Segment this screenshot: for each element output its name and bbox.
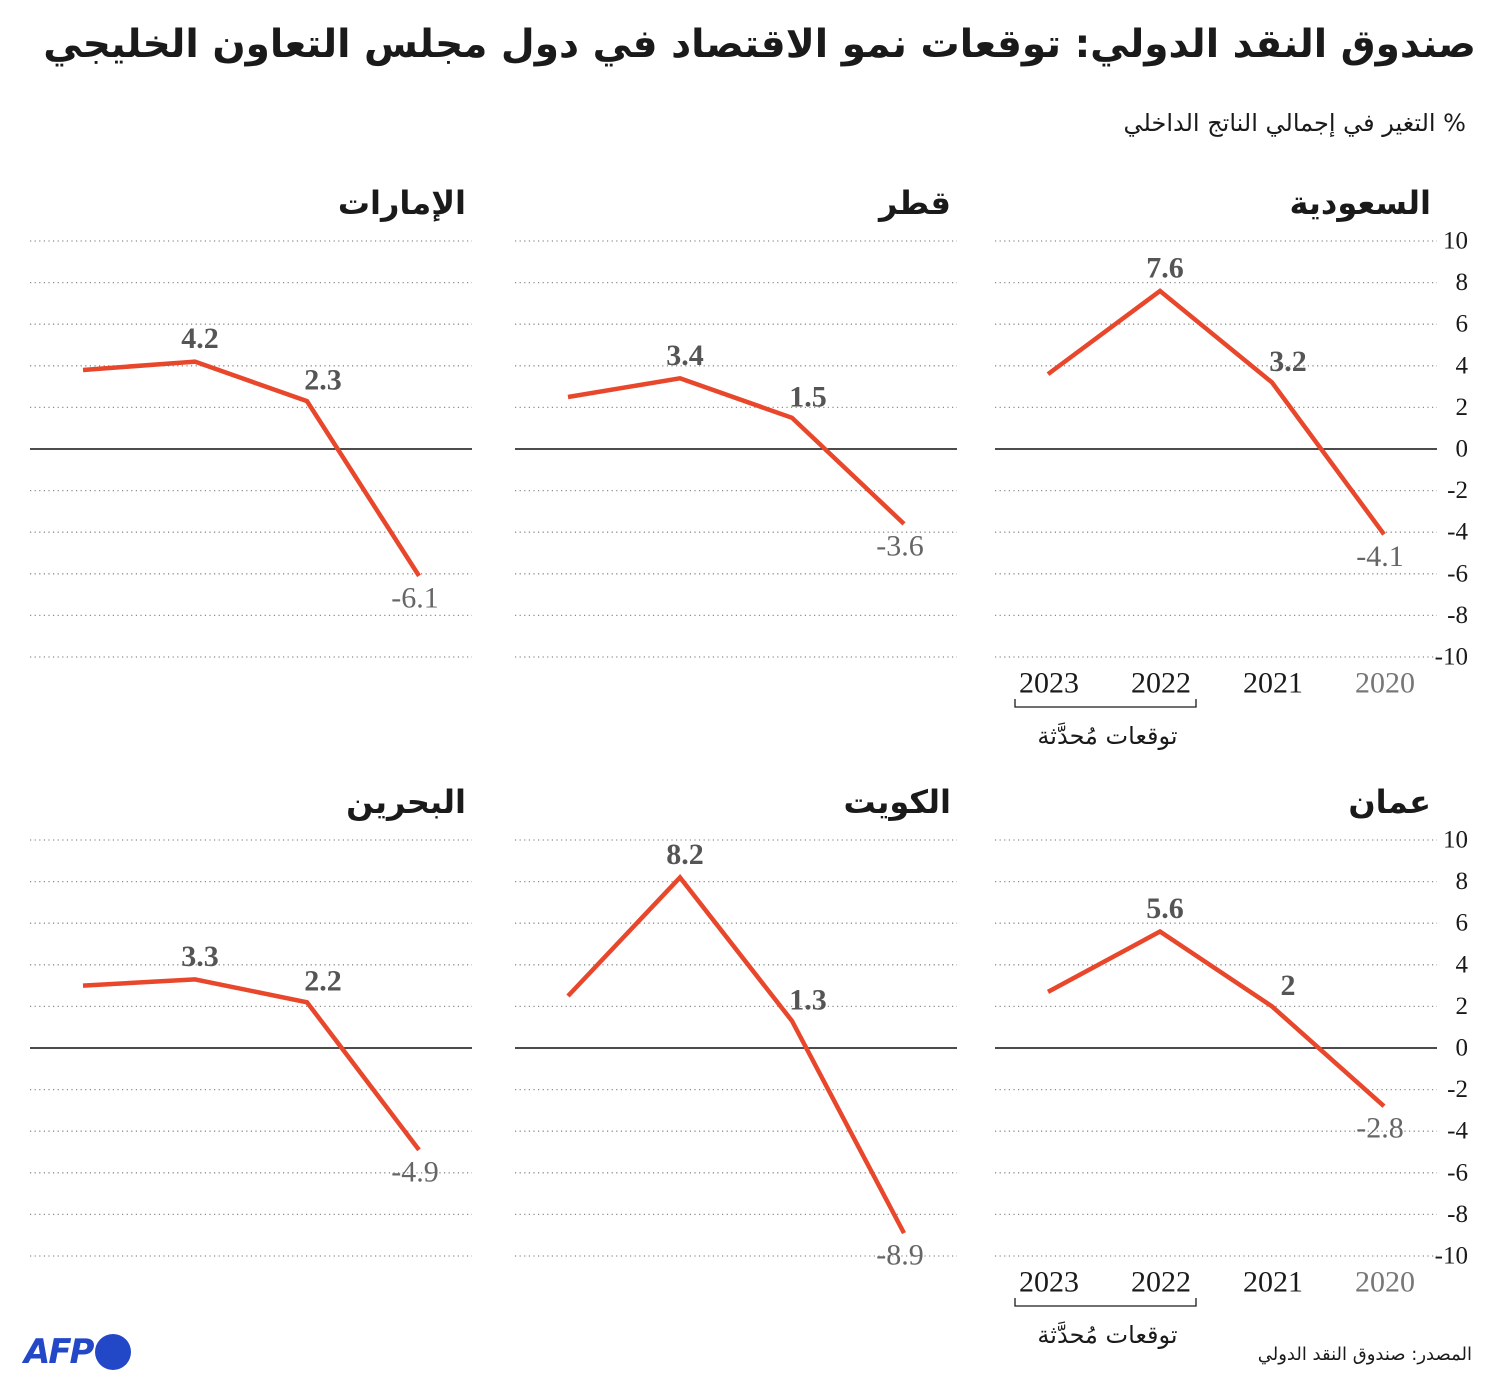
data-label: -2.8 <box>1356 1112 1404 1145</box>
forecast-note: توقعات مُحدَّثة <box>1037 722 1177 750</box>
line-chart-saudi-arabia: 10 8 6 4 2 0 -2 -4 -6 -8 -10 -4.1 3.2 7.6 2020 2021 2022… <box>995 228 1469 750</box>
series-line <box>82 977 421 1152</box>
y-tick-label: 2 <box>1456 993 1469 1020</box>
afp-logo: AFP <box>24 1332 132 1372</box>
chart-title: البحرين <box>346 783 466 821</box>
y-tick-label: 10 <box>1443 827 1468 854</box>
y-tick-label: -10 <box>1435 1243 1468 1270</box>
y-tick-label: -8 <box>1447 602 1468 629</box>
y-tick-label: 4 <box>1456 352 1469 379</box>
data-label: 2.3 <box>304 364 342 397</box>
data-label: 7.6 <box>1146 251 1184 284</box>
chart-title: قطر <box>878 184 951 222</box>
data-label: 2 <box>1281 969 1296 1002</box>
y-tick-label: -10 <box>1435 644 1468 671</box>
gridlines <box>30 839 472 1257</box>
data-label: 3.4 <box>666 339 704 372</box>
gridlines <box>995 839 1437 1257</box>
x-tick-label: 2021 <box>1243 1266 1303 1299</box>
x-tick-label: 2022 <box>1131 1266 1191 1299</box>
panel-qatar: قطر -3.6 1.5 3.4 <box>515 170 995 760</box>
series-line <box>1046 288 1386 536</box>
line-chart-uae: -6.1 2.3 4.2 <box>30 240 472 658</box>
data-label: 2.2 <box>304 965 342 998</box>
series-line <box>566 873 906 1235</box>
x-tick-label: 2023 <box>1019 1266 1079 1299</box>
gridlines <box>995 240 1437 658</box>
chart-title: الإمارات <box>337 184 466 222</box>
afp-logo-circle <box>95 1334 132 1370</box>
chart-title: السعودية <box>1289 184 1431 222</box>
page-title: صندوق النقد الدولي: توقعات نمو الاقتصاد … <box>43 22 1476 67</box>
y-tick-label: -2 <box>1447 477 1468 504</box>
data-label: 5.6 <box>1146 892 1184 925</box>
gridlines <box>515 839 957 1257</box>
y-tick-label: 8 <box>1456 269 1469 296</box>
y-tick-label: 8 <box>1456 868 1469 895</box>
data-label: 4.2 <box>181 322 219 355</box>
panel-kuwait: الكويت -8.9 1.3 8.2 <box>515 769 995 1359</box>
line-chart-oman: 10 8 6 4 2 0 -2 -4 -6 -8 -10 -2.8 2 5.6 2020 2021 2022 20… <box>995 827 1469 1349</box>
x-tick-label: 2021 <box>1243 667 1303 700</box>
y-tick-label: 6 <box>1456 311 1469 338</box>
series-line <box>567 375 906 526</box>
data-label: -3.6 <box>876 529 924 562</box>
y-tick-label: -6 <box>1447 1159 1468 1186</box>
series-line <box>82 359 421 578</box>
data-label: 3.2 <box>1269 345 1307 378</box>
data-label: -4.9 <box>391 1155 439 1188</box>
forecast-bracket <box>1014 1298 1197 1307</box>
panel-uae: الإمارات -6.1 2.3 4.2 <box>30 170 510 760</box>
x-tick-label: 2022 <box>1131 667 1191 700</box>
afp-logo-text: AFP <box>24 1332 94 1372</box>
line-chart-bahrain: -4.9 2.2 3.3 <box>30 839 472 1257</box>
line-chart-qatar: -3.6 1.5 3.4 <box>515 240 957 658</box>
panel-bahrain: البحرين -4.9 2.2 3.3 <box>30 769 510 1359</box>
panel-oman: عمان 10 8 6 4 2 0 -2 -4 -6 -8 -10 -2.8 2 5.6 2020 2021 2… <box>995 769 1475 1359</box>
data-label: 1.3 <box>789 983 827 1016</box>
gridlines <box>515 240 957 658</box>
y-tick-label: -4 <box>1447 519 1468 546</box>
forecast-bracket <box>1014 699 1197 708</box>
source-note: المصدر: صندوق النقد الدولي <box>1257 1344 1472 1365</box>
x-tick-label: 2020 <box>1355 667 1415 700</box>
x-tick-label: 2020 <box>1355 1266 1415 1299</box>
y-tick-label: 6 <box>1456 910 1469 937</box>
data-label: 8.2 <box>666 838 704 871</box>
y-tick-label: 10 <box>1443 228 1468 255</box>
data-label: 3.3 <box>181 940 219 973</box>
data-label: -4.1 <box>1356 540 1404 573</box>
y-tick-label: 0 <box>1456 1035 1469 1062</box>
y-tick-label: 2 <box>1456 394 1469 421</box>
chart-title: الكويت <box>843 783 951 821</box>
x-tick-label: 2023 <box>1019 667 1079 700</box>
y-tick-label: -8 <box>1447 1201 1468 1228</box>
panel-saudi-arabia: السعودية 10 8 6 4 2 0 -2 -4 -6 -8 -10 -4.1 3.2 7.6 202… <box>995 170 1475 760</box>
data-label: 1.5 <box>789 380 827 413</box>
chart-subtitle: % التغير في إجمالي الناتج الداخلي <box>1123 109 1466 137</box>
gridlines <box>30 240 472 658</box>
y-tick-label: -6 <box>1447 560 1468 587</box>
data-label: -6.1 <box>391 581 439 614</box>
y-tick-label: 0 <box>1456 436 1469 463</box>
series-line <box>1046 928 1386 1108</box>
chart-title: عمان <box>1348 783 1431 821</box>
line-chart-kuwait: -8.9 1.3 8.2 <box>515 838 957 1272</box>
y-tick-label: -4 <box>1447 1118 1468 1145</box>
data-label: -8.9 <box>876 1239 924 1272</box>
y-tick-label: -2 <box>1447 1076 1468 1103</box>
forecast-note: توقعات مُحدَّثة <box>1037 1321 1177 1349</box>
y-tick-label: 4 <box>1456 951 1469 978</box>
